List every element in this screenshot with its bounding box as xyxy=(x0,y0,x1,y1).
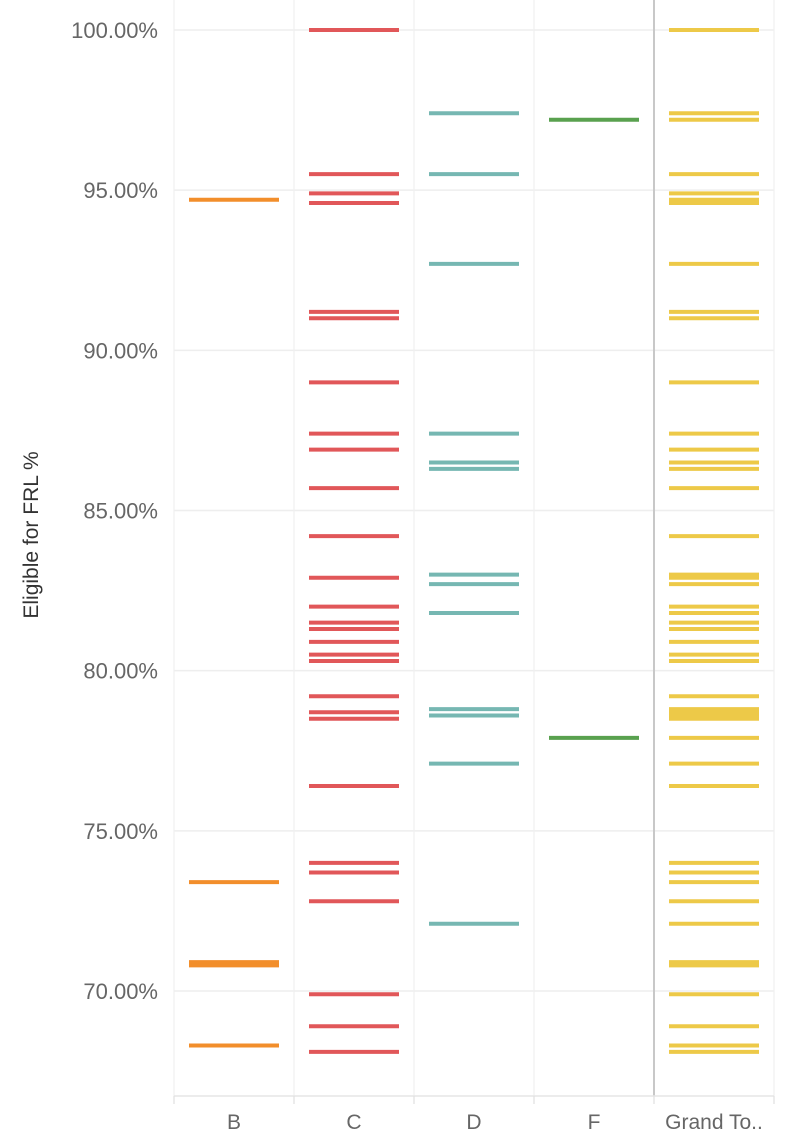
y-tick-label: 90.00% xyxy=(83,338,158,363)
y-axis-title: Eligible for FRL % xyxy=(20,451,43,618)
x-category-label: Grand To.. xyxy=(665,1111,763,1134)
y-tick-label: 70.00% xyxy=(83,979,158,1004)
x-category-label: F xyxy=(588,1111,601,1134)
y-tick-label: 95.00% xyxy=(83,178,158,203)
y-tick-label: 85.00% xyxy=(83,499,158,524)
y-tick-label: 80.00% xyxy=(83,659,158,684)
x-category-label: C xyxy=(346,1111,361,1134)
gridlines xyxy=(173,0,775,1104)
x-axis-categories: B C D F Grand To.. xyxy=(227,1111,763,1134)
y-axis-ticks: 100.00% 95.00% 90.00% 85.00% 80.00% 75.00% 70.… xyxy=(71,18,158,1004)
x-category-label: D xyxy=(466,1111,481,1134)
y-tick-label: 100.00% xyxy=(71,18,158,43)
x-category-label: B xyxy=(227,1111,241,1134)
data-marks xyxy=(189,28,759,1054)
y-tick-label: 75.00% xyxy=(83,819,158,844)
